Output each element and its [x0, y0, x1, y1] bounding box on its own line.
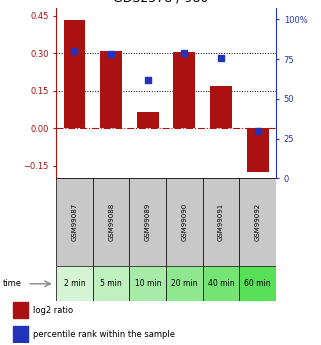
Bar [166, 178, 203, 266]
Bar [13, 326, 28, 342]
Point [145, 77, 150, 82]
Text: GSM99088: GSM99088 [108, 203, 114, 241]
Bar [129, 178, 166, 266]
Text: time: time [3, 279, 22, 288]
Text: GSM99091: GSM99091 [218, 203, 224, 241]
Point [72, 48, 77, 54]
Bar [239, 178, 276, 266]
Text: 10 min: 10 min [134, 279, 161, 288]
Bar [166, 266, 203, 301]
Text: 2 min: 2 min [64, 279, 85, 288]
Bar [239, 266, 276, 301]
Bar [247, 128, 269, 172]
Bar [93, 266, 129, 301]
Bar [137, 112, 159, 128]
Text: GSM99087: GSM99087 [72, 203, 77, 241]
Point [182, 50, 187, 56]
Text: percentile rank within the sample: percentile rank within the sample [33, 329, 175, 338]
Text: GSM99092: GSM99092 [255, 203, 261, 241]
Point [219, 55, 224, 60]
Bar [203, 178, 239, 266]
Bar [93, 178, 129, 266]
Text: 20 min: 20 min [171, 279, 198, 288]
Text: GSM99090: GSM99090 [181, 203, 187, 241]
Text: 40 min: 40 min [208, 279, 234, 288]
Bar [203, 266, 239, 301]
Text: 5 min: 5 min [100, 279, 122, 288]
Bar [173, 52, 195, 128]
Bar [56, 178, 93, 266]
Text: log2 ratio: log2 ratio [33, 306, 73, 315]
Bar [100, 51, 122, 128]
Text: GDS2578 / 980: GDS2578 / 980 [113, 0, 208, 5]
Point [108, 52, 114, 57]
Text: 60 min: 60 min [244, 279, 271, 288]
Text: GSM99089: GSM99089 [145, 203, 151, 241]
Bar [129, 266, 166, 301]
Bar [13, 302, 28, 318]
Bar [56, 266, 93, 301]
Bar [210, 86, 232, 128]
Point [255, 128, 260, 134]
Bar [64, 20, 85, 128]
